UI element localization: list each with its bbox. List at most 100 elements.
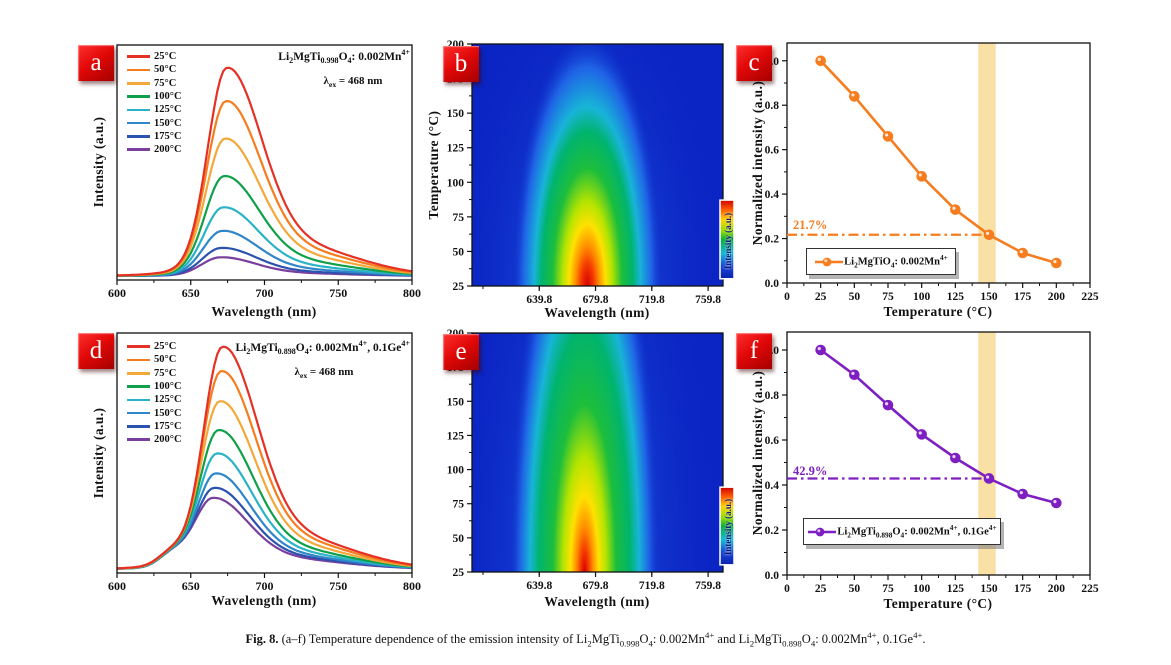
svg-text:0.2: 0.2 bbox=[765, 525, 780, 537]
legend-text: 175°C bbox=[154, 130, 182, 142]
panel-b-plot: 639.8679.8719.8759.825507510012515017520… bbox=[447, 39, 735, 306]
panel-a-excitation: λex = 468 nm bbox=[323, 75, 383, 90]
svg-text:650: 650 bbox=[182, 286, 200, 300]
panel-b-xlabel: Wavelength (nm) bbox=[544, 305, 650, 320]
panel-f-legend-marker bbox=[808, 527, 837, 536]
panel-f-legend: Li2MgTi0.898O4: 0.002Mn4+, 0.1Ge4+ bbox=[803, 518, 1001, 545]
legend-swatch bbox=[127, 68, 150, 72]
svg-text:759.8: 759.8 bbox=[695, 294, 721, 306]
panel-f-xlabel: Temperature (°C) bbox=[883, 596, 993, 611]
legend-text: 75°C bbox=[154, 77, 177, 89]
svg-text:100: 100 bbox=[447, 177, 465, 189]
svg-text:0.6: 0.6 bbox=[765, 145, 780, 157]
panel-a-legend: 25°C 50°C 75°C 100°C 125°C 150°C 175°C 200°C bbox=[127, 50, 182, 156]
legend-item-125°C: 125°C bbox=[127, 103, 182, 116]
svg-text:0.6: 0.6 bbox=[765, 435, 780, 447]
panel-f-label: f bbox=[736, 333, 772, 369]
panel-d-plot: 600 650 700 750 800 bbox=[108, 332, 421, 593]
caption-prefix: Fig. 8. bbox=[245, 632, 279, 647]
svg-text:75: 75 bbox=[882, 583, 894, 595]
panel-c-plot: 0 25 50 75 100 125 150 175 200 225 0.0 0.2 0.4 0.6 0.8… bbox=[765, 42, 1099, 303]
svg-text:679.8: 679.8 bbox=[583, 580, 609, 592]
svg-text:50: 50 bbox=[849, 291, 861, 303]
legend-swatch bbox=[127, 425, 150, 428]
svg-text:0.4: 0.4 bbox=[765, 189, 780, 201]
legend-text: 100°C bbox=[154, 381, 182, 393]
legend-swatch bbox=[127, 385, 150, 388]
panel-c-label: c bbox=[736, 45, 772, 81]
svg-text:100: 100 bbox=[913, 291, 931, 303]
svg-text:0.0: 0.0 bbox=[765, 570, 780, 582]
svg-text:0: 0 bbox=[784, 583, 790, 595]
panel-a-plot: 600 650 700 750 800 bbox=[108, 44, 421, 300]
panel-e-xlabel: Wavelength (nm) bbox=[544, 594, 650, 609]
legend-swatch bbox=[127, 148, 150, 152]
panel-f-legend-text: Li2MgTi0.898O4: 0.002Mn4+, 0.1Ge4+ bbox=[837, 523, 997, 540]
svg-text:639.8: 639.8 bbox=[526, 580, 552, 592]
panel-d-legend: 25°C 50°C 75°C 100°C 125°C 150°C 175°C 200°C bbox=[127, 340, 182, 446]
figure-caption: Fig. 8. (a–f) Temperature dependence of … bbox=[0, 630, 1171, 649]
panel-c-ylabel: Normalized intensity (a.u.) bbox=[750, 80, 765, 246]
panel-c-legend-text: Li2MgTiO4: 0.002Mn4+ bbox=[844, 253, 948, 270]
svg-text:100: 100 bbox=[913, 583, 931, 595]
svg-text:639.8: 639.8 bbox=[526, 294, 552, 306]
legend-swatch bbox=[127, 345, 150, 348]
panel-d-xlabel: Wavelength (nm) bbox=[211, 593, 317, 608]
legend-item-50°C: 50°C bbox=[127, 63, 182, 76]
legend-swatch bbox=[127, 411, 150, 415]
legend-item-100°C: 100°C bbox=[127, 90, 182, 103]
svg-text:150: 150 bbox=[447, 108, 465, 120]
legend-text: 200°C bbox=[154, 434, 182, 446]
legend-swatch bbox=[127, 108, 150, 112]
legend-swatch bbox=[127, 55, 150, 58]
legend-text: 175°C bbox=[154, 420, 182, 432]
svg-text:175: 175 bbox=[1014, 583, 1032, 595]
legend-item-25°C: 25°C bbox=[127, 340, 182, 353]
panel-b-label: b bbox=[443, 46, 479, 82]
svg-text:150: 150 bbox=[980, 291, 998, 303]
svg-text:125: 125 bbox=[447, 430, 465, 442]
panel-d-title: Li2MgTi0.898O4: 0.002Mn4+, 0.1Ge4+ bbox=[235, 339, 410, 357]
svg-text:50: 50 bbox=[849, 583, 861, 595]
legend-swatch bbox=[127, 95, 150, 98]
svg-text:175: 175 bbox=[1014, 291, 1032, 303]
panel-d-ylabel: Intensity (a.u.) bbox=[91, 407, 106, 499]
legend-text: 25°C bbox=[154, 341, 177, 353]
legend-text: 150°C bbox=[154, 117, 182, 129]
legend-text: 100°C bbox=[154, 91, 182, 103]
svg-text:800: 800 bbox=[403, 579, 421, 593]
legend-item-50°C: 50°C bbox=[127, 353, 182, 366]
legend-item-175°C: 175°C bbox=[127, 420, 182, 433]
panel-c-legend: Li2MgTiO4: 0.002Mn4+ bbox=[806, 248, 956, 275]
legend-item-150°C: 150°C bbox=[127, 116, 182, 129]
svg-text:150: 150 bbox=[980, 583, 998, 595]
panel-b-colorbar-label: Intensity (a.u.) bbox=[723, 212, 733, 270]
svg-text:25: 25 bbox=[453, 567, 465, 579]
panel-c-threshold-label: 21.7% bbox=[793, 218, 828, 232]
panel-c-legend-marker bbox=[815, 257, 844, 266]
panel-e-plot: 639.8679.8719.8759.825507510012515017520… bbox=[447, 328, 735, 592]
svg-text:0.0: 0.0 bbox=[765, 278, 780, 290]
legend-swatch bbox=[127, 358, 150, 362]
caption-body: (a–f) Temperature dependence of the emis… bbox=[278, 630, 926, 649]
svg-text:750: 750 bbox=[329, 579, 347, 593]
svg-text:0.2: 0.2 bbox=[765, 234, 780, 246]
legend-item-200°C: 200°C bbox=[127, 433, 182, 446]
svg-text:719.8: 719.8 bbox=[639, 580, 665, 592]
svg-text:150: 150 bbox=[447, 396, 465, 408]
panel-d-label: d bbox=[78, 333, 114, 369]
svg-text:679.8: 679.8 bbox=[583, 294, 609, 306]
svg-text:75: 75 bbox=[453, 212, 465, 224]
legend-text: 125°C bbox=[154, 104, 182, 116]
svg-text:0.4: 0.4 bbox=[765, 480, 780, 492]
legend-text: 150°C bbox=[154, 407, 182, 419]
legend-text: 125°C bbox=[154, 394, 182, 406]
legend-text: 75°C bbox=[154, 367, 177, 379]
legend-item-125°C: 125°C bbox=[127, 393, 182, 406]
svg-text:225: 225 bbox=[1081, 291, 1099, 303]
legend-swatch bbox=[127, 81, 150, 85]
panel-a-xlabel: Wavelength (nm) bbox=[211, 304, 317, 319]
svg-text:125: 125 bbox=[947, 583, 965, 595]
legend-item-200°C: 200°C bbox=[127, 143, 182, 156]
svg-text:759.8: 759.8 bbox=[695, 580, 721, 592]
